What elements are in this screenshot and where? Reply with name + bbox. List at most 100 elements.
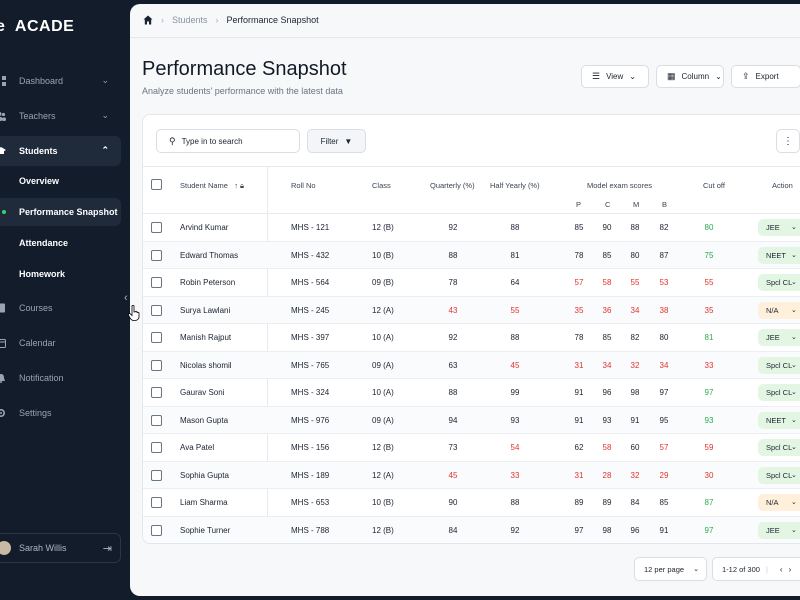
cell-cut-off: 97 — [704, 525, 714, 535]
home-icon[interactable] — [143, 15, 153, 25]
action-select[interactable]: JEE ⌄ — [758, 329, 800, 346]
cell-m: 84 — [630, 498, 640, 507]
user-profile[interactable]: Sarah Willis ⇥ — [0, 533, 121, 563]
action-select[interactable]: Spcl CL ⌄ — [758, 356, 800, 374]
header-quarterly[interactable]: Quarterly (%) — [430, 181, 475, 190]
export-button[interactable]: ⇪ Export — [731, 65, 800, 88]
table-row[interactable]: Robin Peterson MHS - 564 09 (B) 78 64 57 58 55 5… — [143, 269, 800, 297]
table-row[interactable]: Edward Thomas MHS - 432 10 (B) 88 81 78 85 80 87… — [143, 241, 800, 269]
table-row[interactable]: Surya Lawlani MHS - 245 12 (A) 43 55 35 36 34 38… — [143, 296, 800, 324]
cell-half-yearly: 54 — [510, 443, 520, 452]
sidebar-item-calendar[interactable]: Calendar — [0, 328, 121, 358]
header-class[interactable]: Class — [372, 181, 391, 190]
cell-class: 10 (B) — [372, 250, 394, 260]
cell-roll-no: MHS - 564 — [291, 278, 330, 287]
header-roll-no[interactable]: Roll No — [291, 181, 316, 190]
header-cut-off[interactable]: Cut off — [703, 181, 725, 190]
pagination-range: 1-12 of 300 — [722, 564, 760, 574]
row-checkbox[interactable] — [151, 332, 162, 343]
header-student-name[interactable]: Student Name ↑ 🔒︎ — [180, 181, 244, 191]
sidebar-item-settings[interactable]: Settings — [0, 398, 121, 428]
prev-page-icon[interactable]: ‹ — [779, 564, 783, 574]
sidebar-item-students[interactable]: Students ⌃ — [0, 136, 121, 166]
action-select[interactable]: Spcl CL ⌄ — [758, 439, 800, 456]
sidebar-item-teachers[interactable]: Teachers ⌄ — [0, 101, 121, 131]
action-select[interactable]: N/A ⌄ — [758, 301, 800, 319]
table-row[interactable]: Liam Sharma MHS - 653 10 (B) 90 88 89 89 84 85 87… — [143, 489, 800, 517]
cell-m: 82 — [630, 333, 640, 342]
action-select[interactable]: Spcl CL ⌄ — [758, 274, 800, 291]
row-checkbox[interactable] — [151, 277, 162, 288]
sidebar-subitem-homework[interactable]: Homework — [0, 260, 121, 288]
cell-class: 09 (B) — [372, 278, 394, 287]
cell-p: 57 — [574, 278, 584, 287]
cell-student-name: Edward Thomas — [180, 250, 239, 260]
sidebar-subitem-performance-snapshot[interactable]: Performance Snapshot — [0, 198, 121, 226]
row-checkbox[interactable] — [151, 304, 162, 316]
action-select[interactable]: Spcl CL ⌄ — [758, 384, 800, 401]
sidebar-item-label: Settings — [19, 408, 52, 418]
select-all-checkbox[interactable] — [151, 179, 162, 190]
action-select[interactable]: Spcl CL ⌄ — [758, 466, 800, 484]
sidebar-subitem-overview[interactable]: Overview — [0, 167, 121, 195]
cell-p: 85 — [574, 223, 584, 232]
active-dot-icon — [2, 210, 6, 214]
header-half-yearly[interactable]: Half Yearly (%) — [490, 181, 540, 190]
table-row[interactable]: Nicolas shomil MHS - 765 09 (A) 63 45 31 34 32 3… — [143, 351, 800, 379]
sidebar-item-label: Teachers — [19, 111, 56, 121]
action-select[interactable]: NEET ⌄ — [758, 411, 800, 429]
sidebar-item-label: Courses — [19, 303, 53, 313]
row-checkbox[interactable] — [151, 249, 162, 261]
chevron-left-icon: ‹ — [124, 292, 128, 304]
row-checkbox[interactable] — [151, 442, 162, 453]
column-button[interactable]: ▦ Column ⌄ — [656, 65, 724, 88]
row-checkbox[interactable] — [151, 469, 162, 481]
table-row[interactable]: Sophia Gupta MHS - 189 12 (A) 45 33 31 28 32 29 3… — [143, 461, 800, 489]
chevron-down-icon: ⌄ — [791, 306, 797, 314]
row-checkbox[interactable] — [151, 414, 162, 426]
row-checkbox[interactable] — [151, 387, 162, 398]
breadcrumb-students[interactable]: Students — [172, 15, 208, 25]
sidebar-item-notification[interactable]: Notification — [0, 363, 121, 393]
pin-icon[interactable]: ↑ 🔒︎ — [230, 181, 245, 190]
header-action[interactable]: Action — [772, 181, 793, 190]
row-checkbox[interactable] — [151, 524, 162, 536]
action-select[interactable]: JEE ⌄ — [758, 219, 800, 236]
view-button[interactable]: ☰ View ⌄ — [581, 65, 649, 88]
cell-m: 32 — [630, 470, 640, 480]
cell-class: 12 (B) — [372, 443, 394, 452]
table-row[interactable]: Sophie Turner MHS - 788 12 (B) 84 92 97 98 96 91… — [143, 516, 800, 543]
cell-cut-off: 35 — [704, 305, 714, 315]
sidebar-item-dashboard[interactable]: Dashboard ⌄ — [0, 66, 121, 96]
cell-cut-off: 55 — [704, 278, 714, 287]
header-model-exam[interactable]: Model exam scores — [587, 181, 653, 190]
chevron-down-icon: ⌄ — [715, 72, 722, 81]
table-row[interactable]: Gaurav Soni MHS - 324 10 (A) 88 99 91 96 98 97 97… — [143, 379, 800, 407]
row-checkbox[interactable] — [151, 497, 162, 508]
table-row[interactable]: Ava Patel MHS - 156 12 (B) 73 54 62 58 60 57 59 Sp… — [143, 434, 800, 462]
table-row[interactable]: Mason Gupta MHS - 976 09 (A) 94 93 91 93 91 95 93… — [143, 406, 800, 434]
row-checkbox[interactable] — [151, 359, 162, 371]
next-page-icon[interactable]: › — [788, 564, 792, 574]
filter-button[interactable]: Filter ▼ — [307, 129, 366, 153]
table-row[interactable]: Arvind Kumar MHS - 121 12 (B) 92 88 85 90 88 82 8… — [143, 214, 800, 242]
search-icon: ⚲ — [169, 135, 176, 146]
cell-student-name: Arvind Kumar — [180, 223, 229, 232]
sidebar-item-courses[interactable]: Courses — [0, 293, 121, 323]
more-options-button[interactable]: ⋮ — [776, 129, 800, 153]
search-input[interactable]: ⚲ Type in to search — [156, 129, 300, 153]
action-select[interactable]: N/A ⌄ — [758, 494, 800, 511]
per-page-select[interactable]: 12 per page ⌄ — [634, 557, 707, 581]
action-select[interactable]: NEET ⌄ — [758, 246, 800, 264]
table-row[interactable]: Manish Rajput MHS - 397 10 (A) 92 88 78 85 82 80… — [143, 324, 800, 352]
logout-icon[interactable]: ⇥ — [102, 543, 112, 555]
chevron-down-icon: ⌄ — [791, 389, 797, 396]
cell-half-yearly: 99 — [510, 388, 520, 397]
action-select[interactable]: JEE ⌄ — [758, 521, 800, 539]
cell-c: 93 — [602, 415, 612, 425]
brand[interactable]: e ACADE — [0, 18, 74, 36]
sidebar-subitem-attendance[interactable]: Attendance — [0, 229, 121, 257]
cell-m: 96 — [630, 525, 640, 535]
row-checkbox[interactable] — [151, 222, 162, 233]
cell-p: 89 — [574, 498, 584, 507]
